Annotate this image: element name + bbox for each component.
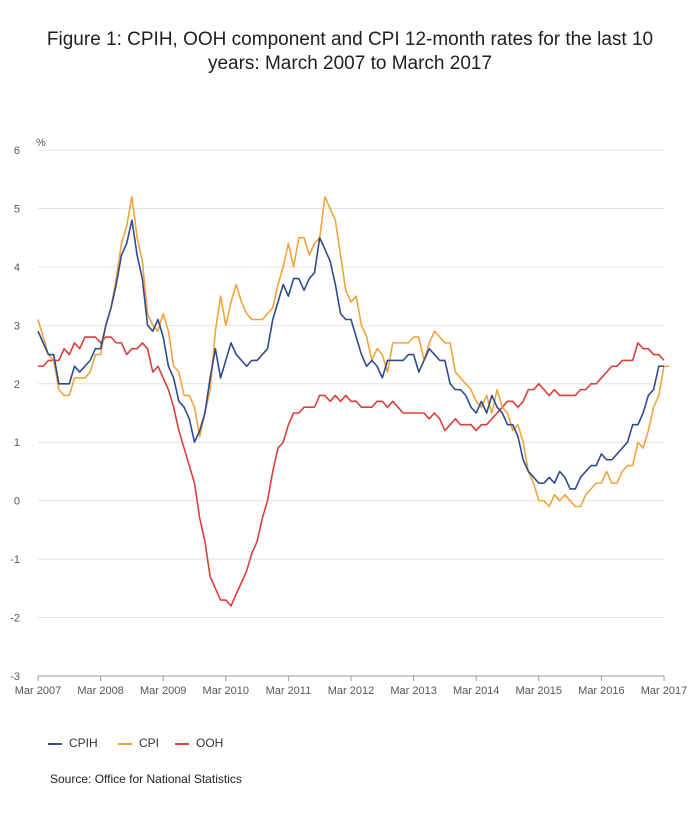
y-tick-label: 5	[14, 203, 20, 215]
x-tick-label: Mar 2012	[328, 685, 374, 697]
legend-swatch-ooh	[175, 742, 189, 745]
series-line-ooh	[38, 336, 665, 607]
y-tick-label: 6	[14, 145, 20, 157]
x-tick-label: Mar 2008	[77, 685, 123, 697]
x-tick-label: Mar 2013	[390, 685, 436, 697]
x-tick-label: Mar 2011	[266, 685, 312, 697]
legend-item-ooh: OOH	[175, 736, 223, 750]
series-line-cpih	[37, 219, 664, 490]
legend-item-cpih: CPIH	[48, 736, 98, 750]
legend-swatch-cpih	[48, 742, 62, 745]
x-tick-label: Mar 2009	[140, 685, 186, 697]
y-tick-label: -1	[10, 554, 20, 566]
gridlines	[38, 149, 664, 677]
y-axis-label: %	[36, 137, 46, 149]
y-tick-label: -3	[10, 671, 20, 683]
chart-title: Figure 1: CPIH, OOH component and CPI 12…	[46, 29, 654, 74]
legend-label-cpi: CPI	[139, 736, 160, 750]
legend-label-ooh: OOH	[196, 736, 224, 750]
legend-item-cpi: CPI	[118, 736, 159, 750]
x-tick-label: Mar 2010	[203, 685, 249, 697]
series-lines	[37, 195, 670, 607]
legend-swatch-cpi	[118, 742, 132, 745]
x-axis-ticks: Mar 2007 Mar 2008 Mar 2009 Mar 2010 Mar 2011…	[15, 676, 687, 697]
x-tick-label: Mar 2014	[453, 685, 499, 697]
y-tick-label: 4	[14, 262, 20, 274]
legend-label-cpih: CPIH	[69, 736, 98, 750]
x-tick-label: Mar 2015	[516, 685, 562, 697]
x-tick-label: Mar 2017	[641, 685, 687, 697]
series-line-cpi	[37, 195, 670, 508]
x-tick-label: Mar 2007	[15, 685, 61, 697]
y-tick-label: 2	[14, 379, 20, 391]
source-note: Source: Office for National Statistics	[50, 772, 242, 786]
x-tick-label: Mar 2016	[578, 685, 624, 697]
y-tick-label: 0	[14, 496, 20, 508]
y-tick-label: 3	[14, 320, 20, 332]
y-tick-label: 1	[14, 437, 20, 449]
y-axis-ticks: 6 5 4 3 2 1 0 -1 -2 -3	[10, 145, 20, 683]
y-tick-label: -2	[10, 613, 20, 625]
